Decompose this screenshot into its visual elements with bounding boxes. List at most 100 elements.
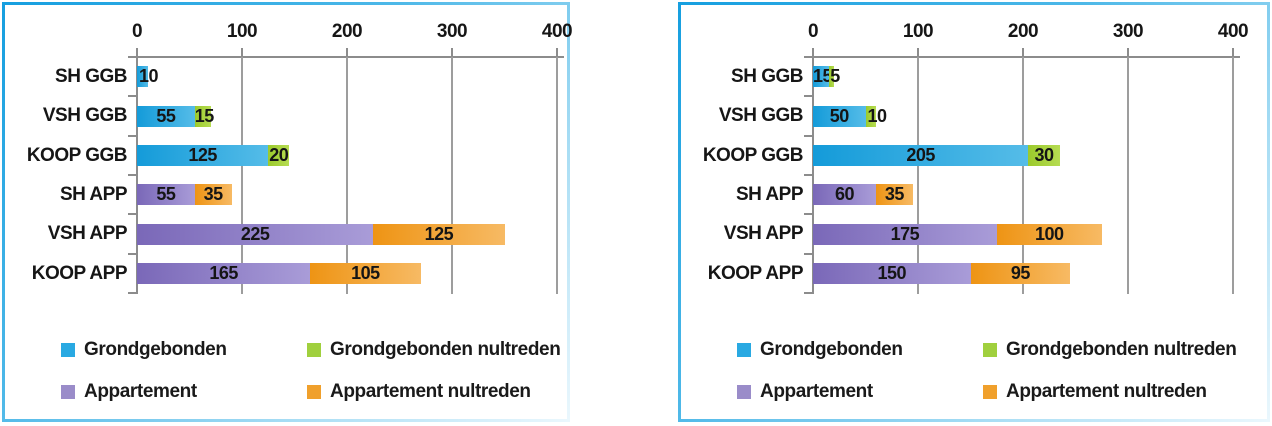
gridline [1127, 57, 1129, 294]
chart-panel-right: 0 100 200 300 400 SH GGB 15 5 VSH GGB 50 10 KOOP GG… [678, 2, 1270, 422]
gridline [1232, 57, 1234, 294]
value-label: 95 [1010, 262, 1031, 283]
x-axis-tick [1232, 48, 1234, 56]
value-label: 175 [890, 223, 920, 244]
legend-label: Appartement [760, 381, 873, 402]
category-label: VSH GGB [42, 105, 128, 127]
legend-swatch-icon [737, 343, 751, 357]
legend-swatch-icon [61, 385, 75, 399]
y-axis-tick [804, 95, 812, 97]
y-axis-tick [804, 135, 812, 137]
legend-item: Appartement nultreden [307, 381, 531, 403]
x-tick-label: 400 [541, 21, 573, 42]
category-label: VSH APP [723, 223, 804, 245]
bar-segment [194, 184, 232, 206]
bar-segment [813, 105, 866, 127]
category-label: SH APP [59, 184, 128, 205]
y-axis-tick [804, 292, 812, 294]
legend-label: Appartement [84, 381, 197, 402]
x-axis-tick [917, 48, 919, 56]
legend-swatch-icon [983, 343, 997, 357]
bar-segment [828, 66, 834, 88]
category-label: SH APP [735, 184, 804, 205]
chart-panel-left: 0 100 200 300 400 SH GGB 10 VSH GGB 55 15 KOOP GGB… [2, 2, 573, 422]
value-label: 225 [240, 223, 270, 244]
gridline [451, 57, 453, 294]
category-label: KOOP APP [31, 262, 128, 284]
y-axis-tick [128, 213, 136, 215]
value-label: 30 [1034, 144, 1054, 165]
value-label: 60 [834, 184, 855, 205]
y-axis-tick [804, 174, 812, 176]
x-tick-label: 300 [1112, 21, 1144, 42]
gridline [346, 57, 348, 294]
plot-area [804, 48, 1240, 294]
bar-segment [813, 223, 997, 245]
value-label: 35 [884, 184, 905, 205]
legend-item: Appartement [61, 381, 197, 403]
bar-segment [137, 223, 374, 245]
x-tick-label: 0 [131, 21, 143, 42]
x-tick-label: 300 [436, 21, 468, 42]
bar-segment [373, 223, 505, 245]
category-label: VSH GGB [718, 105, 804, 127]
legend-label: Grondgebonden nultreden [330, 339, 561, 360]
gridline [241, 57, 243, 294]
legend-item: Grondgebonden [61, 339, 227, 361]
x-axis-tick [1022, 48, 1024, 56]
y-axis-tick [804, 56, 812, 58]
legend-label: Grondgebonden [84, 339, 227, 360]
bar-segment [194, 105, 211, 127]
y-axis-line [136, 57, 138, 294]
x-tick-label: 200 [331, 21, 363, 42]
bar-segment [865, 105, 876, 127]
legend-swatch-icon [307, 385, 321, 399]
category-label: SH GGB [731, 66, 803, 87]
bar-segment [137, 144, 269, 166]
legend-label: Appartement nultreden [330, 381, 531, 402]
x-axis-tick [1127, 48, 1129, 56]
value-label: 165 [209, 262, 238, 283]
x-axis-tick [812, 48, 814, 56]
legend-swatch-icon [61, 343, 75, 357]
gridline [556, 57, 558, 294]
bar-segment [137, 105, 195, 127]
category-label: KOOP GGB [26, 144, 128, 166]
x-tick-label: 0 [807, 21, 819, 42]
bar-segment [996, 223, 1102, 245]
x-axis-tick [241, 48, 243, 56]
value-label: 55 [156, 105, 176, 126]
x-axis-tick [451, 48, 453, 56]
category-label: SH GGB [55, 66, 127, 87]
category-label: VSH APP [47, 223, 128, 245]
legend-swatch-icon [307, 343, 321, 357]
value-label: 35 [203, 184, 224, 205]
bar-segment [813, 184, 876, 206]
value-label: 10 [867, 105, 887, 126]
y-axis-tick [128, 174, 136, 176]
value-label: 10 [138, 66, 159, 87]
legend-label: Grondgebonden nultreden [1006, 339, 1237, 360]
bar-segment [1028, 144, 1060, 166]
y-axis-tick [128, 56, 136, 58]
gridline [917, 57, 919, 294]
value-label: 205 [906, 144, 935, 165]
bar-segment [137, 262, 311, 284]
y-axis-tick [128, 135, 136, 137]
bar-segment [813, 66, 829, 88]
bar-segment [813, 144, 1029, 166]
x-axis-tick [136, 48, 138, 56]
legend-item: Grondgebonden nultreden [983, 339, 1237, 361]
legend-swatch-icon [983, 385, 997, 399]
value-label: 15 [194, 105, 215, 126]
y-axis-tick [804, 253, 812, 255]
plot-area [128, 48, 564, 294]
value-label: 20 [269, 144, 289, 165]
legend-item: Appartement [737, 381, 873, 403]
value-label: 5 [830, 66, 840, 87]
legend-label: Appartement nultreden [1006, 381, 1207, 402]
x-axis-tick [346, 48, 348, 56]
bar-segment [813, 262, 971, 284]
category-label: KOOP APP [707, 262, 804, 284]
legend-swatch-icon [737, 385, 751, 399]
